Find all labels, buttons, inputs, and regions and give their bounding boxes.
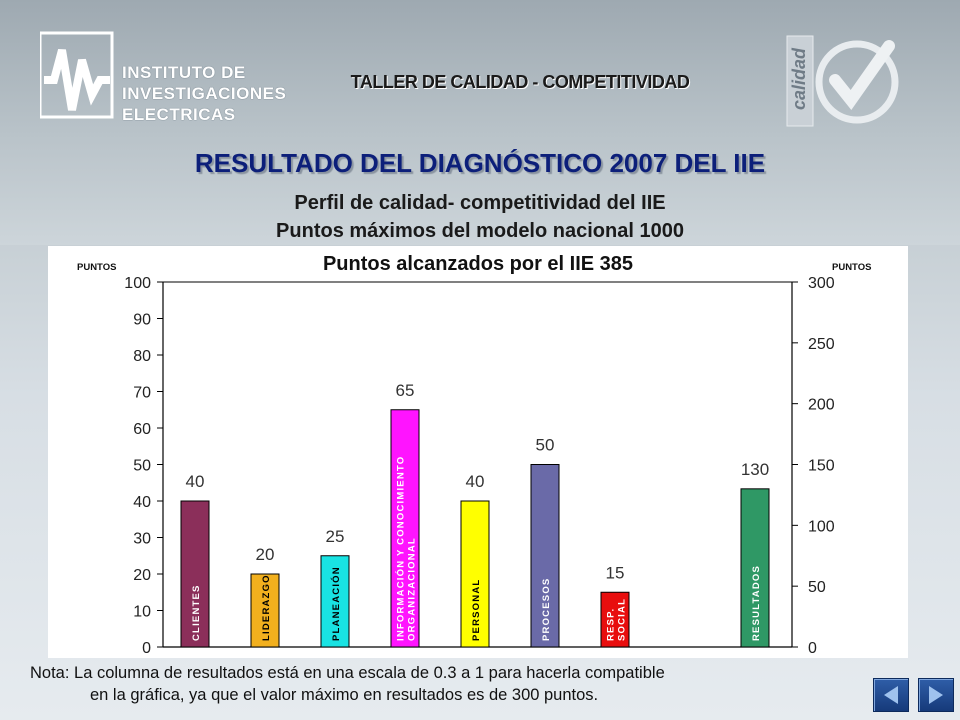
bar-category-label: ORGANIZACIONAL	[407, 537, 418, 641]
footnote-line-2: en la gráfica, ya que el valor máximo en…	[90, 686, 599, 704]
y-tick-label-right: 100	[808, 518, 835, 535]
workshop-title: TALLER DE CALIDAD - COMPETITIVIDAD	[350, 72, 690, 92]
y-tick-label-left: 40	[133, 494, 151, 511]
bar-category-label: SOCIAL	[617, 598, 628, 641]
org-name-line: ELECTRICAS	[122, 105, 236, 124]
subtitle-profile: Perfil de calidad- competitividad del II…	[294, 192, 666, 214]
forward-button[interactable]	[918, 678, 954, 712]
footnote: Nota: La columna de resultados está en u…	[30, 662, 882, 706]
bar-value-label: 15	[606, 563, 625, 582]
y-tick-label-left: 20	[133, 567, 151, 584]
bar-category-label: INFORMACIÓN Y CONOCIMIENTO	[395, 456, 407, 641]
y-axis-label-right: PUNTOS	[832, 262, 871, 273]
page-title: RESULTADO DEL DIAGNÓSTICO 2007 DEL IIE	[194, 148, 766, 178]
bar-value-label: 40	[186, 472, 205, 491]
chart-title: Puntos alcanzados por el IIE 385	[323, 253, 633, 275]
bar-chart: Puntos alcanzados por el IIE 385 PUNTOS …	[77, 253, 871, 657]
forward-arrow-icon	[929, 686, 943, 704]
bar-category-label: PERSONAL	[471, 579, 482, 641]
y-tick-label-left: 70	[133, 385, 151, 402]
bar-category-label: RESULTADOS	[751, 565, 762, 641]
bar-clientes	[180, 500, 210, 648]
y-tick-label-right: 300	[808, 275, 835, 292]
y-tick-label-left: 60	[133, 421, 151, 438]
iie-logo	[40, 31, 114, 119]
y-tick-label-left: 0	[142, 640, 151, 657]
bar-category-label: PROCESOS	[541, 578, 552, 641]
bar-category-label: CLIENTES	[191, 584, 202, 641]
y-tick-label-left: 50	[133, 458, 151, 475]
org-name: INSTITUTO DE INVESTIGACIONES ELECTRICAS	[122, 62, 286, 125]
y-tick-label-left: 100	[124, 275, 151, 292]
subtitle-max-points: Puntos máximos del modelo nacional 1000	[276, 220, 684, 242]
bar-personal	[460, 500, 490, 648]
bar-category-label: RESP.	[606, 608, 617, 641]
bar-category-label: LIDERAZGO	[261, 574, 272, 641]
y-tick-label-left: 10	[133, 604, 151, 621]
y-tick-label-right: 200	[808, 397, 835, 414]
y-tick-label-left: 80	[133, 348, 151, 365]
footnote-line-1: Nota: La columna de resultados está en u…	[30, 664, 665, 682]
bar-liderazgo	[250, 573, 280, 648]
y-tick-label-left: 90	[133, 312, 151, 329]
y-axis-label-left: PUNTOS	[77, 262, 116, 273]
bar-información-y-conocimiento-organizacional	[390, 409, 420, 648]
bar-value-label: 50	[536, 436, 555, 455]
calidad-badge-text: calidad	[789, 47, 809, 110]
bar-planeación	[320, 555, 350, 648]
bar-procesos	[530, 464, 560, 648]
calidad-logo: calidad	[786, 35, 899, 127]
bar-value-label: 40	[466, 472, 485, 491]
y-tick-label-right: 0	[808, 640, 817, 657]
bar-value-label: 130	[741, 460, 769, 479]
org-name-line: INSTITUTO DE	[122, 63, 246, 82]
org-name-line: INVESTIGACIONES	[122, 84, 287, 103]
y-tick-label-right: 250	[808, 336, 835, 353]
bar-resultados	[740, 488, 770, 648]
bar-value-label: 25	[326, 527, 345, 546]
bar-value-label: 65	[396, 381, 415, 400]
y-tick-label-right: 150	[808, 458, 835, 475]
y-tick-label-left: 30	[133, 531, 151, 548]
back-button[interactable]	[873, 678, 909, 712]
y-tick-label-right: 50	[808, 579, 826, 596]
bar-category-label: PLANEACIÓN	[330, 566, 342, 641]
bar-resp-social	[600, 591, 630, 648]
bar-value-label: 20	[256, 545, 275, 564]
back-arrow-icon	[884, 686, 898, 704]
